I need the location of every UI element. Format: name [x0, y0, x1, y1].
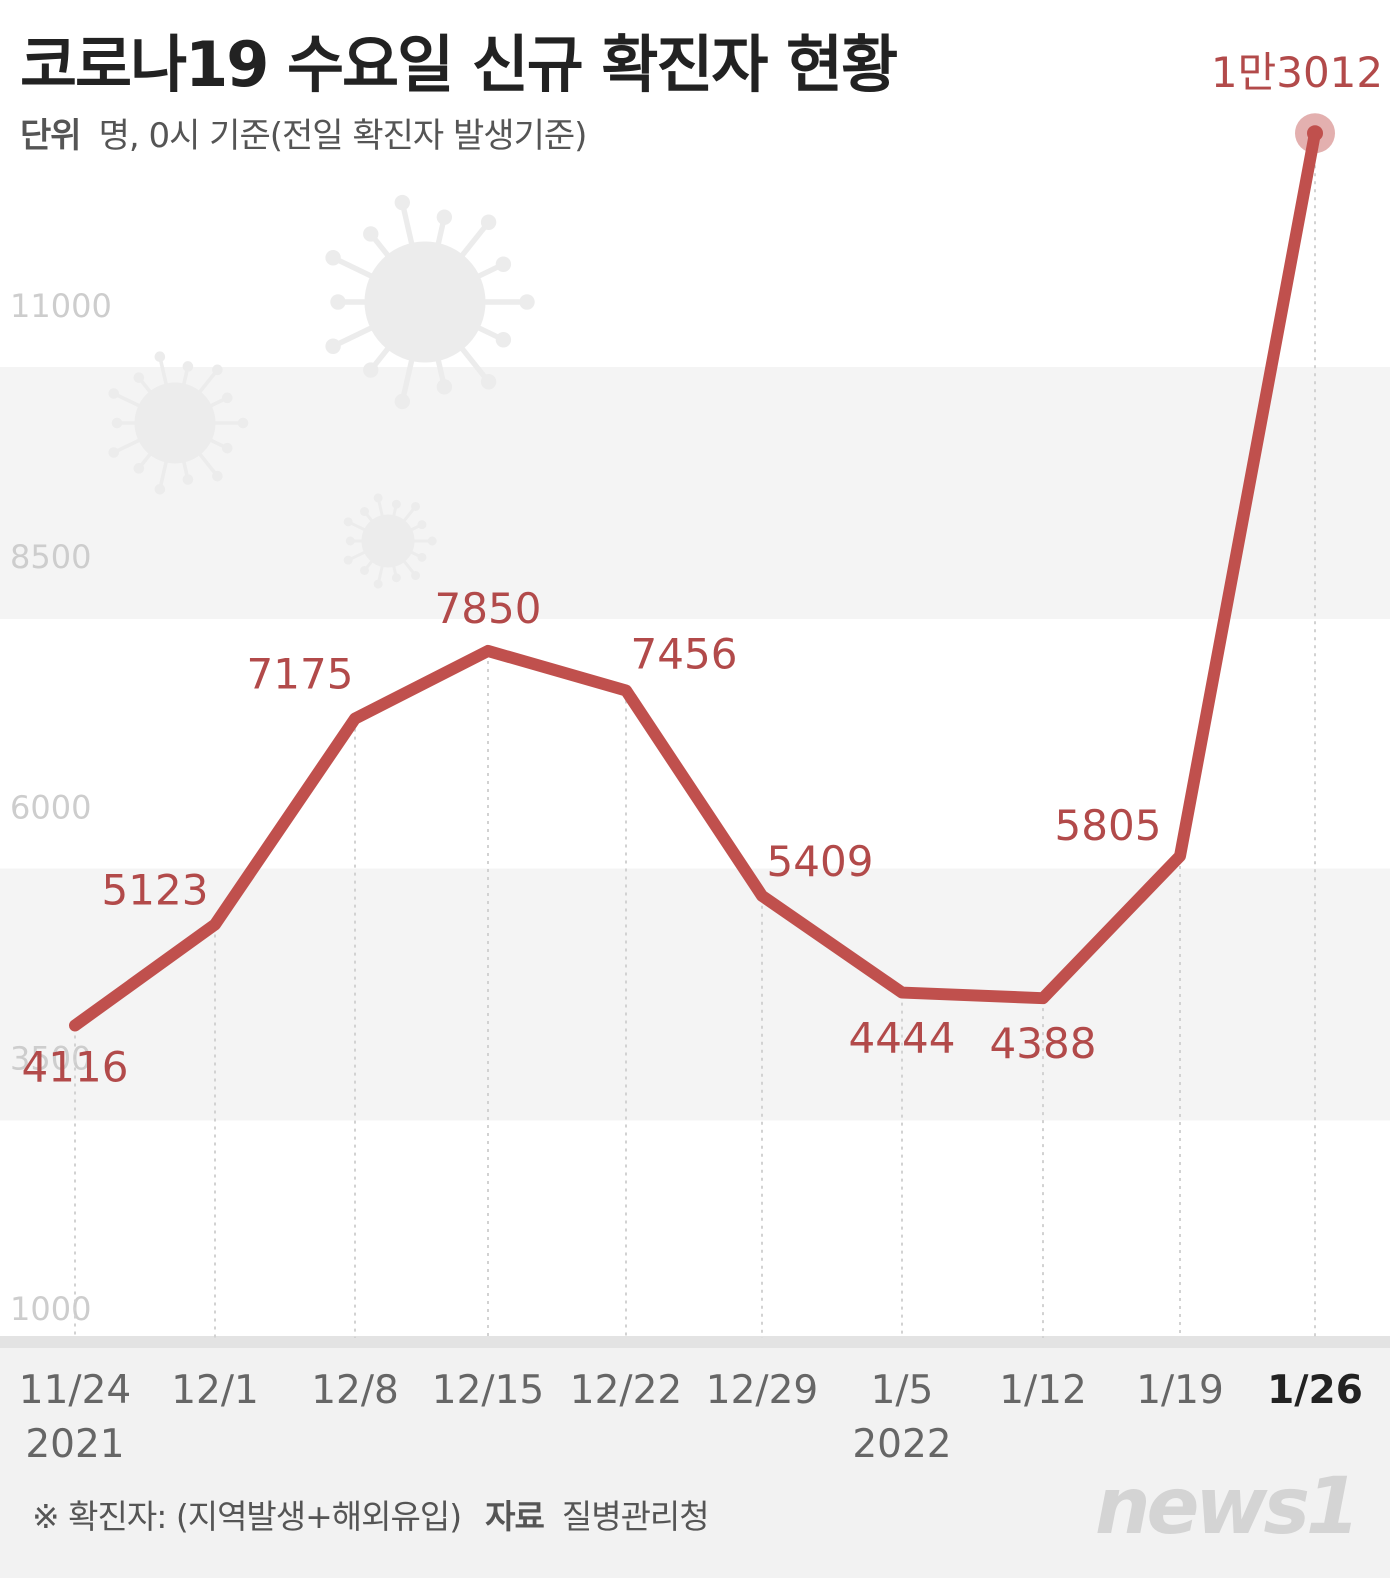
virus-icon [343, 493, 437, 589]
x-tick-label: 12/29 [706, 1368, 818, 1413]
y-tick-label: 6000 [10, 789, 91, 827]
x-axis-band [0, 1336, 1390, 1578]
x-tick-label: 12/22 [570, 1368, 682, 1413]
news1-logo: news1 [1095, 1462, 1360, 1552]
x-tick-label: 12/15 [432, 1368, 544, 1413]
data-label: 5123 [102, 865, 209, 914]
source-label: 자료 [485, 1497, 545, 1536]
x-tick-label: 12/8 [311, 1368, 399, 1413]
source-text: 질병관리청 [561, 1497, 710, 1536]
x-year-label: 2021 [25, 1422, 124, 1467]
x-tick-label: 1/12 [999, 1368, 1087, 1413]
data-label: 5805 [1055, 801, 1162, 850]
x-tick-label: 1/26 [1267, 1368, 1363, 1413]
chart-title: 코로나19 수요일 신규 확진자 현황 [20, 28, 898, 101]
x-tick-label: 12/1 [171, 1368, 259, 1413]
x-year-label: 2022 [852, 1422, 951, 1467]
series-line [69, 127, 1321, 1032]
highlight-point-core [1307, 125, 1323, 142]
virus-icon [325, 194, 535, 410]
chart-subtitle: 단위 명, 0시 기준(전일 확진자 발생기준) [20, 108, 588, 157]
y-tick-label: 1000 [10, 1290, 91, 1328]
data-label: 4388 [990, 1019, 1097, 1068]
data-label: 4116 [22, 1042, 129, 1091]
unit-label: 단위 [20, 116, 82, 156]
data-label: 7175 [247, 650, 354, 699]
data-label: 5409 [767, 837, 874, 886]
data-label: 1만3012 [1211, 48, 1383, 97]
data-label: 4444 [849, 1014, 956, 1063]
x-axis-line [0, 1336, 1390, 1348]
y-tick-label: 8500 [10, 538, 91, 576]
x-tick-label: 11/24 [19, 1368, 131, 1413]
band-upper [0, 367, 1390, 619]
footer-note: ※ 확진자: (지역발생+해외유입) 자료 질병관리청 [32, 1490, 710, 1538]
data-label: 7850 [435, 584, 542, 633]
unit-text: 명, 0시 기준(전일 확진자 발생기준) [98, 116, 588, 156]
virus-icon [108, 351, 249, 495]
footnote-text: ※ 확진자: (지역발생+해외유입) [32, 1497, 462, 1536]
band-lower [0, 868, 1390, 1121]
y-tick-label: 11000 [10, 287, 112, 325]
x-tick-label: 1/5 [871, 1368, 934, 1413]
y-tick-label: 3500 [10, 1039, 91, 1077]
data-label: 7456 [631, 629, 738, 678]
x-tick-label: 1/19 [1136, 1368, 1224, 1413]
